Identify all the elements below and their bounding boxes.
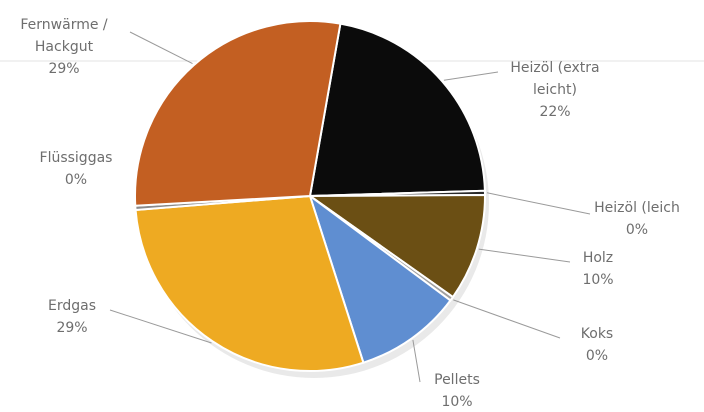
slice-percent-heizoel-leich: 0%: [626, 222, 648, 238]
slice-label-holz: Holz 10%: [582, 250, 613, 288]
slice-label-line: leicht): [533, 82, 577, 98]
slice-label-pellets: Pellets 10%: [434, 372, 480, 410]
slice-label-line: Pellets: [434, 372, 480, 388]
leader-line-koks: [453, 299, 561, 339]
slice-percent-fluessiggas: 0%: [65, 172, 87, 188]
slice-percent-fernwaerme-hackgut: 29%: [48, 61, 79, 77]
slice-percent-holz: 10%: [582, 272, 613, 288]
slice-label-line: Flüssiggas: [40, 150, 113, 166]
slice-label-line: Koks: [581, 326, 613, 342]
slice-percent-pellets: 10%: [441, 394, 472, 410]
slice-label-fluessiggas: Flüssiggas 0%: [40, 150, 113, 188]
slice-label-heizoel-leich: Heizöl (leich 0%: [594, 200, 680, 238]
slice-label-line: Fernwärme /: [20, 17, 108, 33]
slice-percent-erdgas: 29%: [56, 320, 87, 336]
slice-label-koks: Koks 0%: [581, 326, 613, 364]
pie-slice-holz: [306, 194, 487, 299]
slice-label-line: Hackgut: [35, 39, 94, 55]
slice-label-line: Heizöl (leich: [594, 200, 680, 216]
leader-line-heizoel-extra-leicht: [443, 71, 499, 81]
leader-line-erdgas: [109, 309, 212, 344]
leader-line-fernwaerme-hackgut: [129, 31, 193, 65]
slice-label-erdgas: Erdgas 29%: [48, 298, 96, 336]
slice-label-line: Erdgas: [48, 298, 96, 314]
slice-percent-heizoel-extra-leicht: 22%: [539, 104, 570, 120]
leader-line-heizoel-leich: [486, 192, 591, 215]
pie-slice-pellets: [308, 193, 452, 364]
slice-percent-koks: 0%: [586, 348, 608, 364]
slice-label-heizoel-extra-leicht: Heizöl (extra leicht) 22%: [510, 60, 599, 120]
slice-label-line: Heizöl (extra: [510, 60, 599, 76]
leader-line-pellets: [412, 339, 421, 383]
slice-label-line: Holz: [583, 250, 613, 266]
leader-line-holz: [478, 248, 571, 263]
pie-slice-fernwaerme-hackgut: [134, 20, 342, 207]
pie-slice-erdgas: [134, 194, 365, 373]
slice-label-fernwaerme-hackgut: Fernwärme / Hackgut 29%: [20, 17, 108, 77]
pie-slice-heizoel-extra-leicht: [308, 22, 486, 198]
